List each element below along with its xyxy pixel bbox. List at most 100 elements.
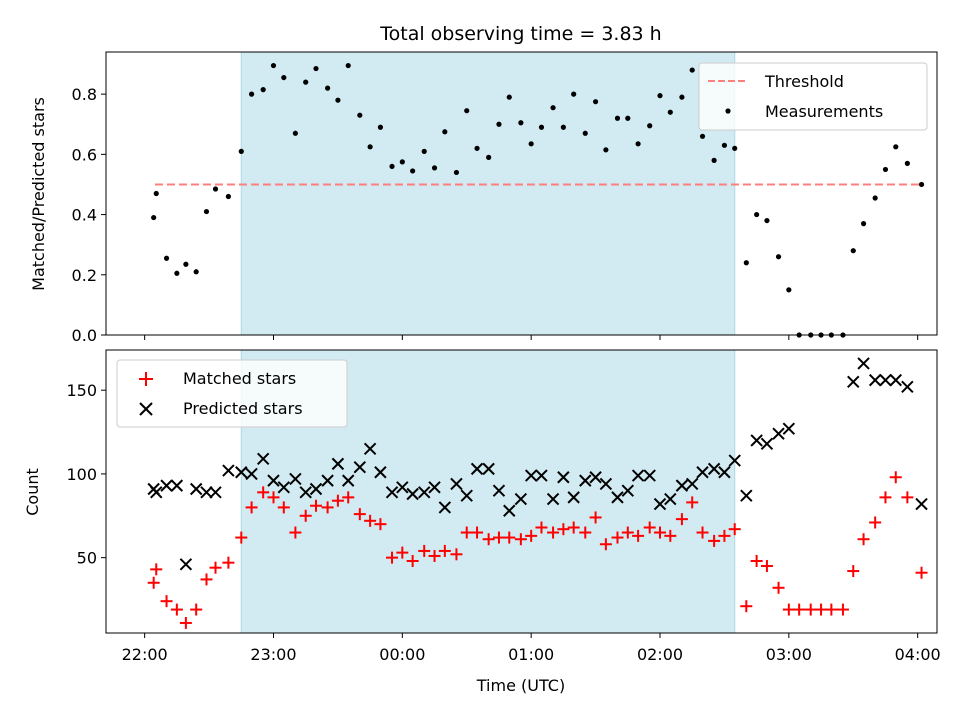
- predicted-star-point: [740, 489, 753, 502]
- measurement-point: [872, 195, 878, 201]
- matched-star-point: [482, 533, 495, 546]
- bottom-y-tick-label: 150: [66, 381, 97, 400]
- matched-star-point: [567, 521, 580, 534]
- predicted-star-point: [653, 497, 667, 511]
- measurement-point: [647, 123, 653, 129]
- measurement-point: [377, 124, 384, 130]
- matched-star-point: [750, 554, 763, 567]
- predicted-star-point: [567, 491, 580, 504]
- predicted-star-point: [557, 471, 570, 484]
- bottom-legend-box: [116, 359, 348, 428]
- bottom-x-tick-label: 02:00: [637, 645, 683, 664]
- matched-star-point: [321, 501, 334, 514]
- matched-star-point: [675, 513, 688, 526]
- measurement-point: [238, 148, 244, 154]
- predicted-star-point: [331, 457, 345, 471]
- matched-star-point: [901, 491, 914, 504]
- predicted-star-point: [760, 437, 774, 450]
- matched-star-point: [815, 603, 828, 616]
- predicted-star-point: [342, 474, 355, 487]
- measurement-point: [464, 108, 470, 114]
- bottom-y-axis-label: Count: [23, 468, 42, 516]
- measurement-point: [518, 120, 524, 126]
- bottom-axes-frame: [105, 349, 938, 634]
- predicted-star-point: [621, 484, 634, 497]
- legend-predicted-label: Predicted stars: [183, 399, 303, 418]
- bottom-y-tick-label: 50: [77, 549, 97, 568]
- predicted-star-point: [901, 380, 914, 394]
- predicted-star-point: [847, 375, 860, 389]
- matched-star-point: [557, 523, 570, 536]
- predicted-star-point: [450, 477, 463, 491]
- measurement-point: [506, 94, 512, 100]
- top-y-axis-label: Matched/Predicted stars: [29, 97, 48, 291]
- measurement-point: [582, 130, 588, 136]
- predicted-star-point: [492, 484, 506, 497]
- predicted-star-point: [696, 466, 709, 479]
- matched-star-point: [277, 501, 290, 514]
- measurement-point: [603, 147, 609, 153]
- matched-star-point: [525, 529, 538, 542]
- matched-star-point: [428, 549, 441, 562]
- measurement-point: [174, 270, 180, 276]
- predicted-star-points: [147, 357, 928, 571]
- matched-star-point: [728, 523, 741, 536]
- measurement-point: [538, 124, 545, 130]
- bottom-x-tick-label: 00:00: [379, 645, 425, 664]
- measurement-point: [635, 141, 641, 147]
- predicted-star-point: [589, 471, 602, 484]
- predicted-star-point: [235, 466, 248, 479]
- predicted-star-point: [309, 482, 323, 496]
- predicted-star-point: [868, 373, 882, 387]
- matched-star-point: [547, 526, 560, 539]
- matched-star-point: [438, 544, 451, 557]
- predicted-star-point: [535, 469, 548, 482]
- predicted-star-point: [277, 481, 291, 494]
- legend-measurements-swatch: [725, 108, 731, 114]
- predicted-star-point: [299, 486, 312, 499]
- predicted-star-point: [915, 497, 928, 511]
- measurement-point: [732, 145, 738, 151]
- matched-star-point: [267, 491, 280, 504]
- matched-star-point: [621, 526, 634, 539]
- measurement-point: [711, 157, 717, 163]
- top-panel: Total observing time = 3.83 h 0.00.20.40…: [29, 23, 938, 345]
- predicted-star-point: [879, 373, 892, 387]
- matched-star-point: [718, 529, 731, 542]
- measurement-point: [183, 261, 189, 267]
- measurement-point: [335, 97, 341, 103]
- matched-star-point: [170, 603, 183, 616]
- measurement-point: [754, 211, 760, 218]
- predicted-star-point: [599, 477, 613, 491]
- predicted-star-point: [750, 434, 763, 447]
- measurement-point: [689, 67, 695, 73]
- predicted-star-point: [611, 491, 624, 504]
- measurement-point: [560, 124, 566, 130]
- predicted-star-point: [222, 464, 235, 477]
- predicted-star-point: [353, 461, 367, 474]
- measurement-point: [860, 221, 867, 227]
- predicted-star-point: [707, 462, 721, 476]
- measurement-point: [775, 254, 782, 260]
- predicted-star-point: [189, 482, 203, 496]
- measurement-point: [421, 148, 427, 154]
- predicted-star-point: [460, 489, 473, 502]
- predicted-star-point: [524, 469, 538, 482]
- matched-star-point: [257, 486, 270, 499]
- top-y-tick-label: 0.8: [72, 85, 97, 104]
- legend-predicted-swatch: [139, 402, 153, 416]
- predicted-star-point: [160, 479, 173, 492]
- matched-star-point: [804, 603, 817, 616]
- top-x-ticks: [144, 335, 919, 340]
- predicted-star-point: [482, 462, 495, 476]
- predicted-star-point: [363, 442, 377, 456]
- predicted-star-point: [514, 492, 528, 506]
- predicted-star-point: [428, 481, 441, 494]
- matched-star-point: [836, 603, 849, 616]
- matched-star-point: [492, 531, 505, 544]
- legend-matched-label: Matched stars: [183, 369, 296, 388]
- predicted-star-point: [418, 486, 431, 499]
- measurement-point: [786, 287, 792, 293]
- matched-star-point: [310, 499, 323, 512]
